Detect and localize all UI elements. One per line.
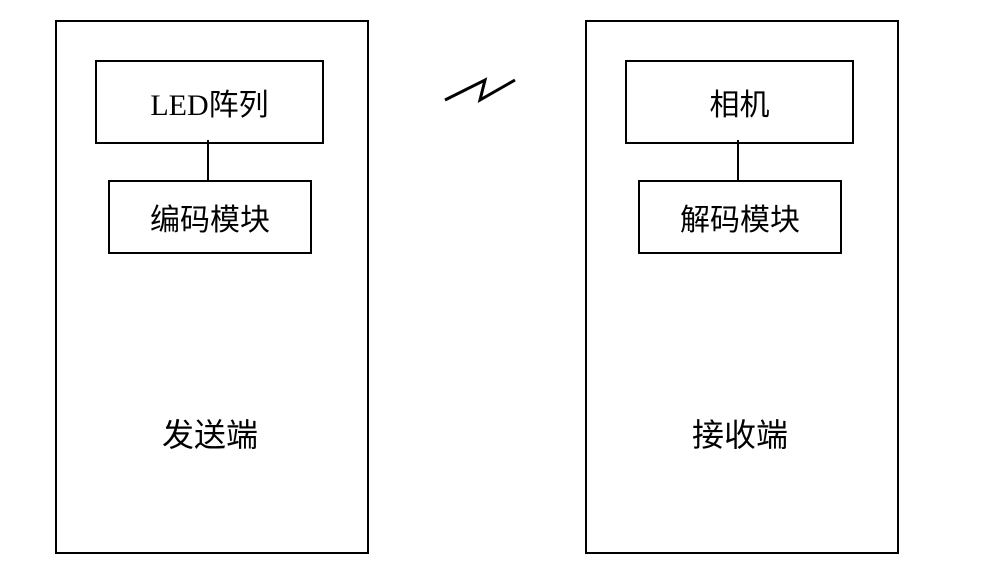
wireless-signal-icon [400,50,560,130]
transmitter-caption-text: 发送端 [162,417,258,453]
led-array-box: LED阵列 [95,60,324,144]
decode-module-label: 解码模块 [680,195,800,239]
led-array-label: LED阵列 [150,80,268,124]
encode-module-label: 编码模块 [150,195,270,239]
transmitter-caption: 发送端 [55,410,365,456]
decode-module-box: 解码模块 [638,180,842,254]
receiver-caption-text: 接收端 [692,417,788,453]
receiver-caption: 接收端 [585,410,895,456]
right-connector [737,140,739,180]
left-connector [207,140,209,180]
camera-label: 相机 [710,80,770,124]
encode-module-box: 编码模块 [108,180,312,254]
camera-box: 相机 [625,60,854,144]
